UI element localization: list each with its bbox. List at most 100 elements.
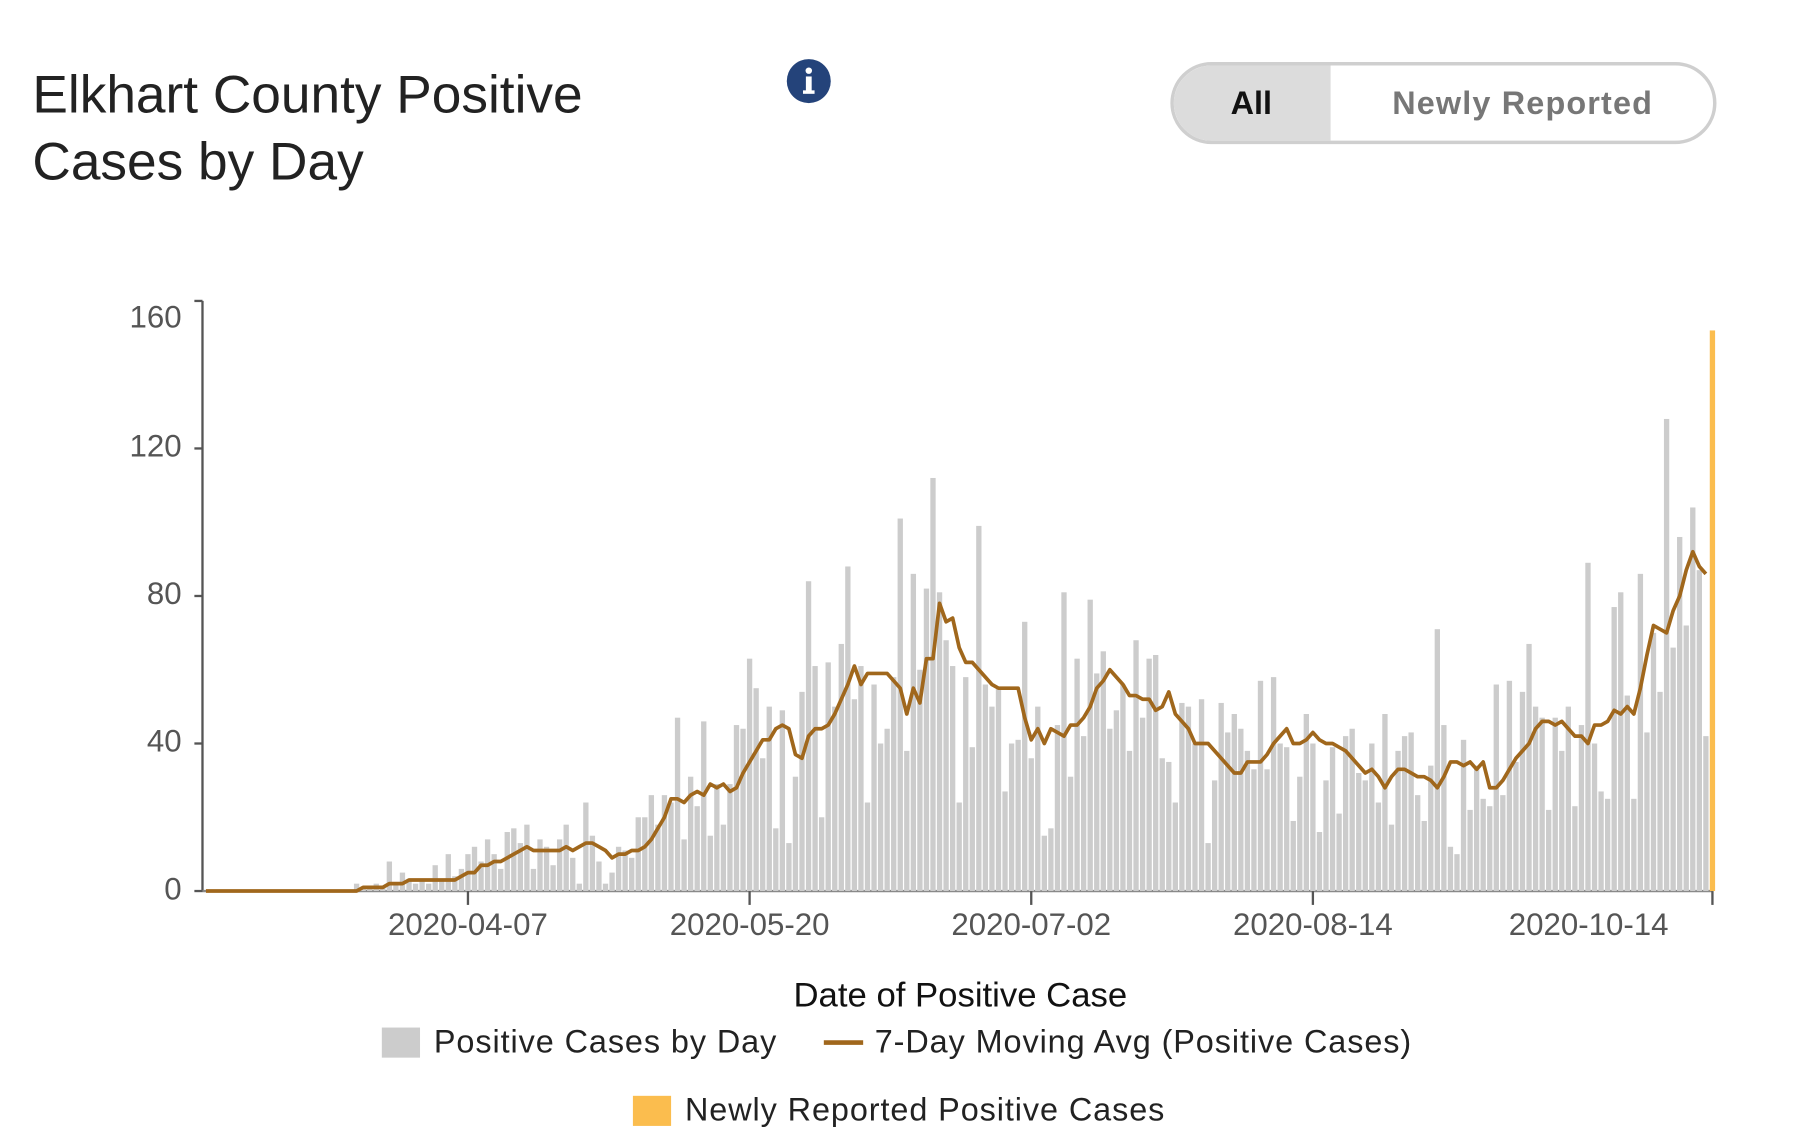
bar (458, 868, 465, 892)
bar (1611, 607, 1617, 892)
bar (1303, 714, 1310, 892)
bar (1604, 798, 1611, 892)
bar (766, 706, 772, 892)
bar (760, 758, 766, 892)
bar (635, 817, 641, 892)
bar (1061, 592, 1067, 892)
bar (1434, 629, 1441, 892)
bar (1480, 798, 1486, 892)
bar (1408, 732, 1414, 892)
bar (1113, 710, 1120, 892)
bar (1146, 658, 1152, 892)
bar (799, 691, 805, 892)
info-icon[interactable] (786, 59, 831, 104)
bar (1270, 677, 1277, 892)
bar (452, 876, 458, 892)
bar (1008, 743, 1015, 892)
bar (1022, 621, 1028, 892)
moving-average-line (205, 549, 1708, 893)
bar (386, 861, 393, 892)
bar (1428, 765, 1434, 892)
bar (773, 828, 779, 892)
bar (1192, 743, 1198, 892)
x-tick-label: 2020-04-07 (388, 907, 548, 942)
bar (1100, 651, 1106, 892)
bar (524, 824, 530, 892)
bar (1401, 736, 1408, 892)
bar (1519, 691, 1526, 892)
bar (943, 640, 949, 892)
bar (1257, 680, 1264, 892)
bar (1696, 570, 1702, 892)
bar (884, 728, 890, 892)
bar (1624, 695, 1630, 892)
bar (838, 643, 844, 892)
bar (976, 525, 982, 892)
chart-title: Elkhart County Positive Cases by Day (32, 63, 583, 192)
bar (504, 832, 510, 892)
bar (1631, 798, 1637, 892)
bar (1677, 536, 1683, 892)
bar (720, 824, 727, 892)
bar (1277, 743, 1283, 892)
bar (1690, 507, 1696, 892)
bar (1323, 780, 1329, 892)
bar (1225, 732, 1231, 892)
bar (858, 666, 864, 892)
bar (1559, 750, 1565, 892)
bar (1670, 647, 1676, 892)
bar (439, 879, 445, 892)
x-tick-label: 2020-08-14 (1233, 907, 1393, 942)
bar (1598, 791, 1604, 892)
bar (419, 879, 425, 892)
bar (563, 824, 569, 892)
bar (1349, 728, 1355, 892)
bar (1310, 743, 1316, 892)
bar (583, 802, 589, 892)
bar (655, 824, 661, 892)
bar (930, 477, 936, 892)
x-axis-title: Date of Positive Case (794, 977, 1128, 1015)
bar (845, 566, 851, 892)
bar (1264, 769, 1270, 892)
bar (1703, 736, 1709, 892)
bar (1506, 680, 1513, 892)
bar (1159, 758, 1165, 892)
bar (393, 883, 399, 892)
toggle: All Newly Reported (1170, 62, 1717, 145)
bar (1650, 632, 1657, 892)
bar (498, 868, 504, 892)
bar (1218, 702, 1224, 892)
bar (786, 843, 792, 892)
bar (687, 776, 694, 892)
bar (609, 872, 615, 892)
bar (910, 573, 917, 892)
bar (733, 725, 740, 892)
bar (537, 839, 543, 892)
x-tick-label: 2020-05-20 (670, 907, 830, 942)
bar (556, 839, 563, 892)
toggle-option[interactable]: Newly Reported (1392, 85, 1653, 121)
toggle-option[interactable]: All (1231, 85, 1272, 121)
bar (1107, 728, 1113, 892)
bar (1369, 743, 1375, 892)
bar (1185, 706, 1192, 892)
bar (1591, 743, 1598, 892)
bar (1290, 820, 1296, 892)
bar (1618, 592, 1624, 892)
bar (949, 666, 956, 892)
bar (746, 658, 753, 892)
bar (1211, 780, 1218, 892)
bar (1395, 750, 1401, 892)
y-tick-label: 120 (130, 429, 182, 464)
bar (1513, 761, 1519, 892)
bar (825, 662, 831, 892)
bar (1585, 562, 1591, 892)
y-tick-label: 40 (147, 724, 182, 759)
bar (1139, 717, 1146, 892)
legend-label: Newly Reported Positive Cases (685, 1092, 1165, 1128)
bar (1080, 736, 1087, 892)
bar (1454, 854, 1460, 892)
bar (1709, 330, 1716, 892)
bar (1028, 758, 1034, 892)
